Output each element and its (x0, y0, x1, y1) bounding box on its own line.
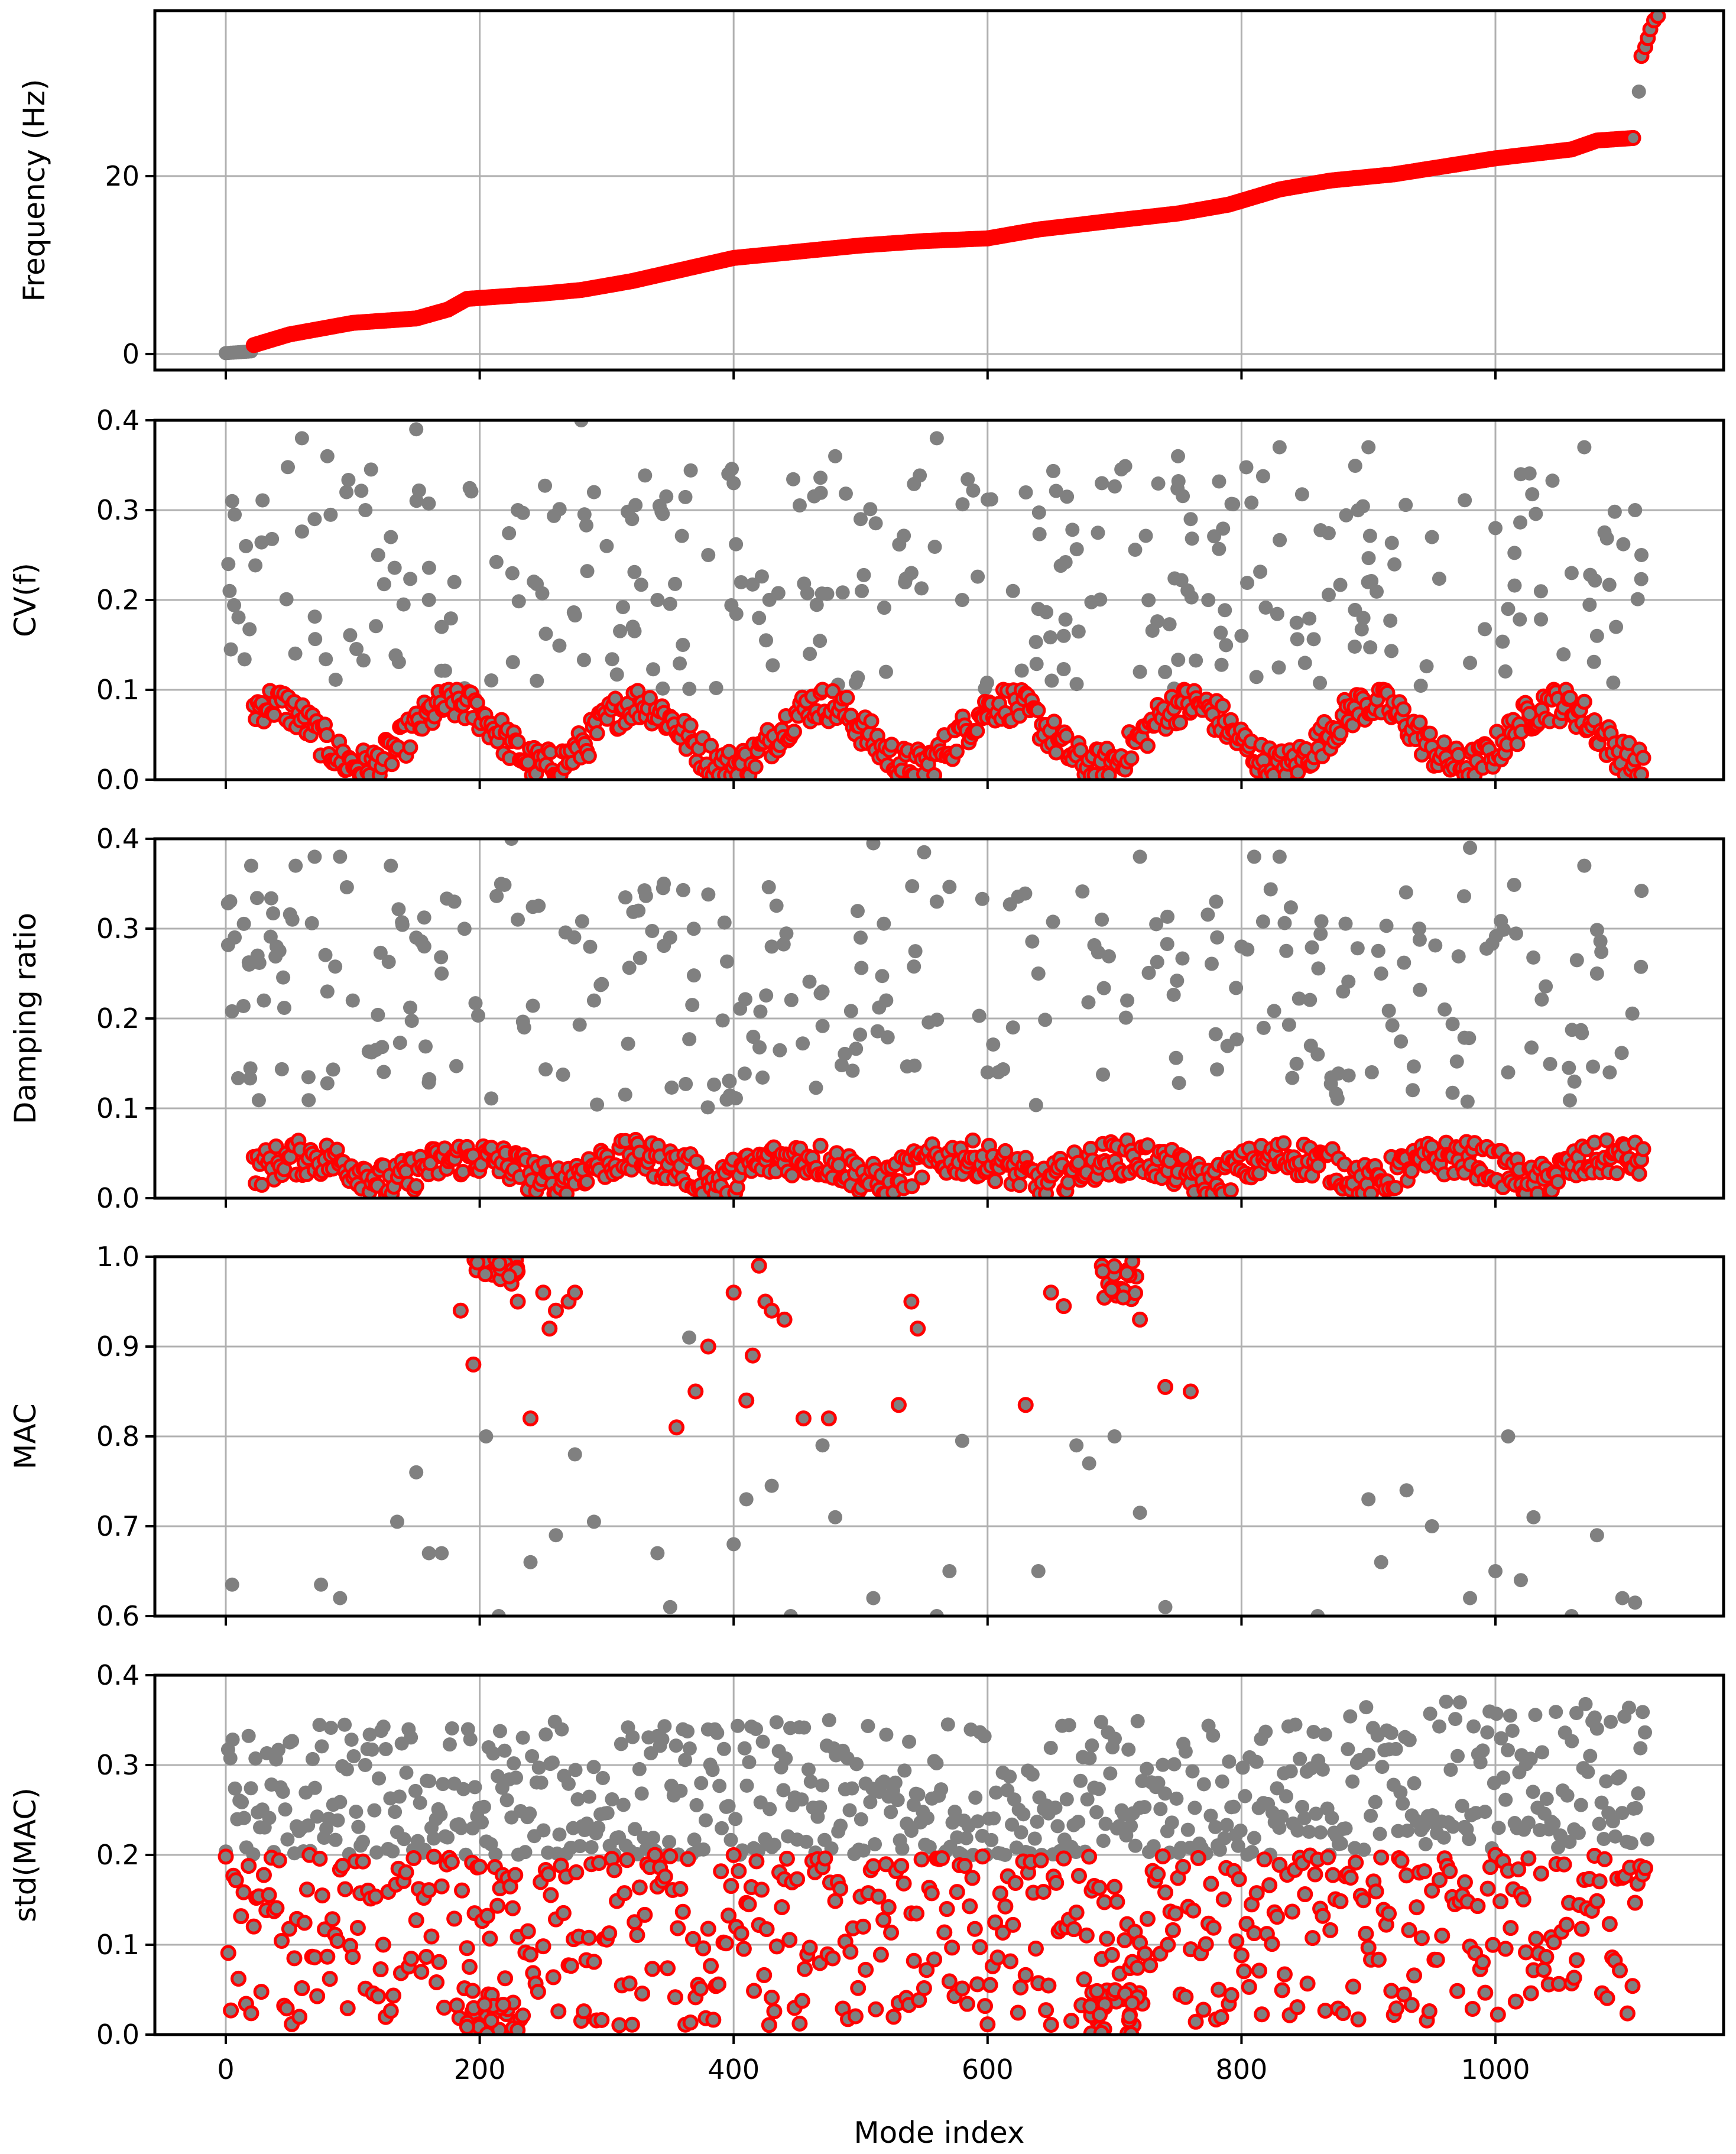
y-tick-label: 20 (105, 160, 139, 192)
y-axis-label: Damping ratio (8, 913, 43, 1124)
x-tick-label: 0 (217, 2054, 234, 2085)
panel-frequency-hz: 0 20 Frequency (Hz) (17, 9, 1725, 379)
y-tick-label: 0.4 (96, 823, 139, 855)
x-tick-label: 200 (454, 2054, 506, 2085)
axes-frame (153, 9, 1725, 372)
x-tick-label: 1000 (1461, 2054, 1530, 2085)
y-tick-label: 0.2 (96, 1839, 139, 1871)
scatter-points (218, 1694, 1654, 2035)
panel-cv-f: 0.0 0.1 0.2 0.3 0.4 CV(f) (8, 404, 1725, 796)
scatter-points (220, 839, 1651, 1198)
y-axis-label: std(MAC) (8, 1788, 43, 1922)
y-tick-label: 0.1 (96, 1929, 139, 1961)
scatter-points (219, 11, 1666, 361)
y-tick-label: 0.9 (96, 1331, 139, 1363)
y-axis-label: MAC (8, 1403, 43, 1469)
y-tick-label: 1.0 (96, 1241, 139, 1273)
y-tick-label: 0.0 (96, 1182, 139, 1214)
scatter-points (221, 420, 1651, 780)
y-tick-label: 0.4 (96, 404, 139, 436)
scatter-points (225, 1257, 1643, 1616)
panel-std-mac: 0.0 0.1 0.2 0.3 0.4 std(MAC) 0 200 400 600 800 1000 (8, 1659, 1725, 2085)
y-tick-label: 0.3 (96, 913, 139, 945)
y-tick-label: 0 (122, 338, 139, 370)
y-tick-label: 0.2 (96, 1003, 139, 1034)
y-tick-label: 0.0 (96, 2019, 139, 2051)
x-tick-label: 800 (1215, 2054, 1267, 2085)
x-axis-label: Mode index (854, 2116, 1025, 2150)
y-tick-label: 0.3 (96, 1749, 139, 1781)
y-axis-label: CV(f) (8, 563, 43, 637)
y-tick-label: 0.4 (96, 1659, 139, 1691)
y-tick-label: 0.3 (96, 494, 139, 526)
y-tick-label: 0.1 (96, 674, 139, 706)
y-tick-label: 0.2 (96, 584, 139, 616)
panel-damping-ratio: 0.0 0.1 0.2 0.3 0.4 Damping ratio (8, 823, 1725, 1214)
y-tick-label: 0.1 (96, 1092, 139, 1124)
y-axis-label: Frequency (Hz) (17, 79, 51, 301)
y-tick-label: 0.7 (96, 1510, 139, 1542)
x-tick-label: 600 (962, 2054, 1014, 2085)
y-tick-label: 0.0 (96, 764, 139, 796)
panel-mac: 0.6 0.7 0.8 0.9 1.0 MAC (8, 1241, 1725, 1632)
y-tick-label: 0.6 (96, 1600, 139, 1632)
y-tick-label: 0.8 (96, 1420, 139, 1452)
x-tick-label: 400 (708, 2054, 760, 2085)
